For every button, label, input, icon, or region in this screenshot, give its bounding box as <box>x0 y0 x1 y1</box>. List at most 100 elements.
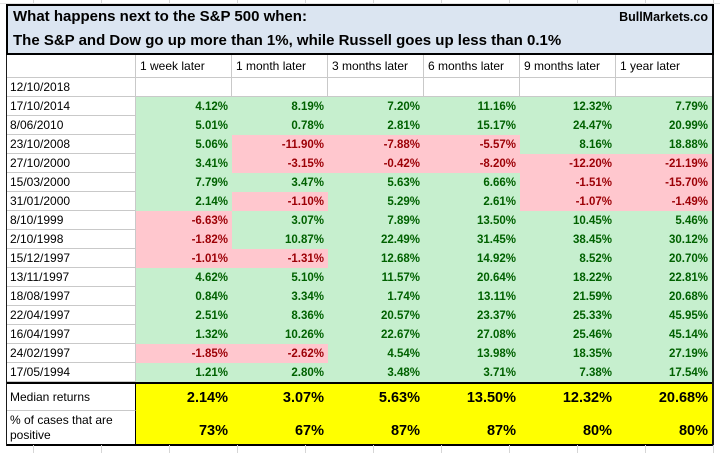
return-value-cell[interactable]: 45.14% <box>616 325 712 344</box>
column-header[interactable]: 1 week later <box>136 55 232 78</box>
return-value-cell[interactable]: 18.22% <box>520 268 616 287</box>
return-value-cell[interactable]: -21.19% <box>616 154 712 173</box>
return-value-cell[interactable]: -8.20% <box>424 154 520 173</box>
return-value-cell[interactable] <box>232 78 328 97</box>
return-value-cell[interactable]: -1.01% <box>136 249 232 268</box>
return-value-cell[interactable] <box>424 78 520 97</box>
return-value-cell[interactable]: 7.79% <box>136 173 232 192</box>
return-value-cell[interactable]: 3.41% <box>136 154 232 173</box>
return-value-cell[interactable]: 2.61% <box>424 192 520 211</box>
return-value-cell[interactable]: 23.37% <box>424 306 520 325</box>
return-value-cell[interactable]: 0.78% <box>232 116 328 135</box>
return-value-cell[interactable]: 20.68% <box>616 287 712 306</box>
return-value-cell[interactable]: 5.46% <box>616 211 712 230</box>
return-value-cell[interactable]: 21.59% <box>520 287 616 306</box>
date-cell[interactable]: 15/03/2000 <box>7 173 136 192</box>
return-value-cell[interactable]: 5.10% <box>232 268 328 287</box>
summary-label[interactable]: % of cases that are positive <box>7 411 136 444</box>
return-value-cell[interactable]: 5.29% <box>328 192 424 211</box>
summary-value-cell[interactable]: 67% <box>232 411 328 444</box>
return-value-cell[interactable]: 20.64% <box>424 268 520 287</box>
return-value-cell[interactable]: 45.95% <box>616 306 712 325</box>
summary-value-cell[interactable]: 13.50% <box>424 384 520 411</box>
date-cell[interactable]: 31/01/2000 <box>7 192 136 211</box>
return-value-cell[interactable]: 11.57% <box>328 268 424 287</box>
return-value-cell[interactable] <box>136 78 232 97</box>
return-value-cell[interactable]: 18.35% <box>520 344 616 363</box>
return-value-cell[interactable]: -15.70% <box>616 173 712 192</box>
return-value-cell[interactable]: 24.47% <box>520 116 616 135</box>
return-value-cell[interactable]: 5.63% <box>328 173 424 192</box>
return-value-cell[interactable]: 8.36% <box>232 306 328 325</box>
return-value-cell[interactable]: 6.66% <box>424 173 520 192</box>
return-value-cell[interactable]: 15.17% <box>424 116 520 135</box>
return-value-cell[interactable]: 20.57% <box>328 306 424 325</box>
column-header[interactable]: 1 month later <box>232 55 328 78</box>
summary-value-cell[interactable]: 5.63% <box>328 384 424 411</box>
return-value-cell[interactable]: 2.51% <box>136 306 232 325</box>
return-value-cell[interactable]: 8.19% <box>232 97 328 116</box>
return-value-cell[interactable]: 27.19% <box>616 344 712 363</box>
date-cell[interactable]: 17/05/1994 <box>7 363 136 382</box>
return-value-cell[interactable]: 20.99% <box>616 116 712 135</box>
return-value-cell[interactable]: 3.71% <box>424 363 520 382</box>
return-value-cell[interactable]: -1.31% <box>232 249 328 268</box>
date-cell[interactable]: 18/08/1997 <box>7 287 136 306</box>
return-value-cell[interactable]: -12.20% <box>520 154 616 173</box>
return-value-cell[interactable]: 38.45% <box>520 230 616 249</box>
return-value-cell[interactable]: -1.85% <box>136 344 232 363</box>
return-value-cell[interactable]: 13.11% <box>424 287 520 306</box>
date-cell[interactable]: 8/10/1999 <box>7 211 136 230</box>
return-value-cell[interactable]: -1.51% <box>520 173 616 192</box>
return-value-cell[interactable]: 5.01% <box>136 116 232 135</box>
return-value-cell[interactable]: 4.62% <box>136 268 232 287</box>
return-value-cell[interactable]: -1.49% <box>616 192 712 211</box>
return-value-cell[interactable]: 12.32% <box>520 97 616 116</box>
return-value-cell[interactable]: 7.89% <box>328 211 424 230</box>
return-value-cell[interactable]: 3.34% <box>232 287 328 306</box>
return-value-cell[interactable]: 10.87% <box>232 230 328 249</box>
return-value-cell[interactable]: 27.08% <box>424 325 520 344</box>
return-value-cell[interactable] <box>616 78 712 97</box>
return-value-cell[interactable]: 7.38% <box>520 363 616 382</box>
return-value-cell[interactable]: 3.07% <box>232 211 328 230</box>
return-value-cell[interactable]: 13.98% <box>424 344 520 363</box>
return-value-cell[interactable]: 4.12% <box>136 97 232 116</box>
return-value-cell[interactable]: 2.81% <box>328 116 424 135</box>
return-value-cell[interactable]: 22.81% <box>616 268 712 287</box>
title-block[interactable]: What happens next to the S&P 500 when: B… <box>6 4 714 55</box>
return-value-cell[interactable]: 13.50% <box>424 211 520 230</box>
summary-value-cell[interactable]: 20.68% <box>616 384 712 411</box>
return-value-cell[interactable]: -7.88% <box>328 135 424 154</box>
column-header[interactable]: 1 year later <box>616 55 712 78</box>
return-value-cell[interactable]: -1.10% <box>232 192 328 211</box>
return-value-cell[interactable]: -5.57% <box>424 135 520 154</box>
return-value-cell[interactable]: 8.52% <box>520 249 616 268</box>
return-value-cell[interactable]: -1.82% <box>136 230 232 249</box>
return-value-cell[interactable]: 5.06% <box>136 135 232 154</box>
return-value-cell[interactable]: 22.49% <box>328 230 424 249</box>
date-cell[interactable]: 23/10/2008 <box>7 135 136 154</box>
date-cell[interactable]: 17/10/2014 <box>7 97 136 116</box>
return-value-cell[interactable]: 25.33% <box>520 306 616 325</box>
summary-value-cell[interactable]: 3.07% <box>232 384 328 411</box>
summary-label[interactable]: Median returns <box>7 384 136 411</box>
return-value-cell[interactable]: 25.46% <box>520 325 616 344</box>
return-value-cell[interactable]: 1.32% <box>136 325 232 344</box>
column-header[interactable]: 3 months later <box>328 55 424 78</box>
return-value-cell[interactable]: -6.63% <box>136 211 232 230</box>
return-value-cell[interactable]: -2.62% <box>232 344 328 363</box>
return-value-cell[interactable] <box>328 78 424 97</box>
return-value-cell[interactable]: -3.15% <box>232 154 328 173</box>
return-value-cell[interactable]: 3.48% <box>328 363 424 382</box>
date-cell[interactable]: 24/02/1997 <box>7 344 136 363</box>
date-cell[interactable]: 8/06/2010 <box>7 116 136 135</box>
date-cell[interactable]: 27/10/2000 <box>7 154 136 173</box>
return-value-cell[interactable]: 7.20% <box>328 97 424 116</box>
return-value-cell[interactable]: 4.54% <box>328 344 424 363</box>
return-value-cell[interactable]: 20.70% <box>616 249 712 268</box>
return-value-cell[interactable]: 10.26% <box>232 325 328 344</box>
summary-value-cell[interactable]: 87% <box>424 411 520 444</box>
return-value-cell[interactable]: 30.12% <box>616 230 712 249</box>
return-value-cell[interactable]: 12.68% <box>328 249 424 268</box>
